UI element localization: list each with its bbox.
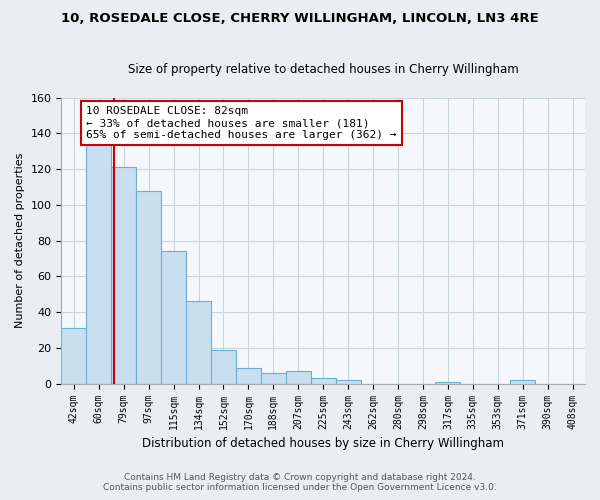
Title: Size of property relative to detached houses in Cherry Willingham: Size of property relative to detached ho…: [128, 62, 518, 76]
Bar: [111, 168, 136, 384]
X-axis label: Distribution of detached houses by size in Cherry Willingham: Distribution of detached houses by size …: [142, 437, 504, 450]
Text: 10, ROSEDALE CLOSE, CHERRY WILLINGHAM, LINCOLN, LN3 4RE: 10, ROSEDALE CLOSE, CHERRY WILLINGHAM, L…: [61, 12, 539, 26]
Bar: [236, 368, 261, 384]
Bar: [161, 252, 186, 384]
Bar: [510, 380, 535, 384]
Bar: [311, 378, 335, 384]
Bar: [86, 144, 111, 384]
Bar: [211, 350, 236, 384]
Text: Contains HM Land Registry data © Crown copyright and database right 2024.
Contai: Contains HM Land Registry data © Crown c…: [103, 473, 497, 492]
Y-axis label: Number of detached properties: Number of detached properties: [15, 153, 25, 328]
Bar: [335, 380, 361, 384]
Text: 10 ROSEDALE CLOSE: 82sqm
← 33% of detached houses are smaller (181)
65% of semi-: 10 ROSEDALE CLOSE: 82sqm ← 33% of detach…: [86, 106, 397, 140]
Bar: [261, 373, 286, 384]
Bar: [286, 371, 311, 384]
Bar: [436, 382, 460, 384]
Bar: [136, 190, 161, 384]
Bar: [61, 328, 86, 384]
Bar: [186, 302, 211, 384]
